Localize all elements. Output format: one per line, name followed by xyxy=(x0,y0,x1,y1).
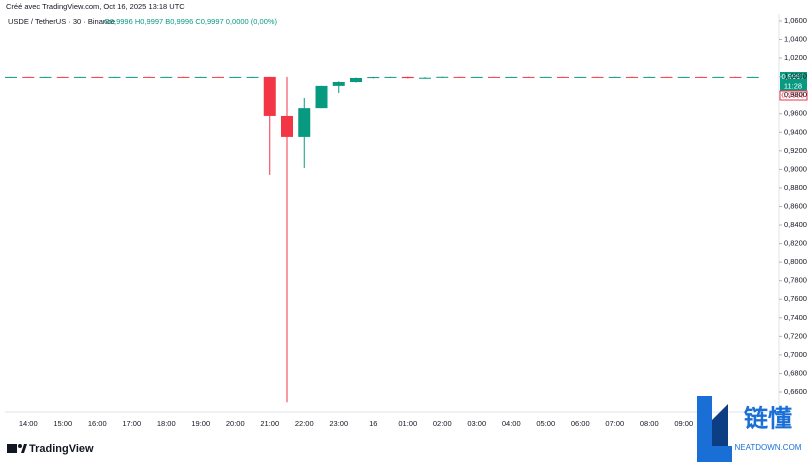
candle-body xyxy=(574,76,587,78)
candle-body xyxy=(384,76,397,78)
x-tick-label: 17:00 xyxy=(122,419,141,428)
candle-body xyxy=(108,76,121,78)
y-tick-label: 0,9400 xyxy=(784,127,807,136)
y-tick-label: 0,7000 xyxy=(784,350,807,359)
y-tick-label: 0,7400 xyxy=(784,313,807,322)
candle-body xyxy=(91,76,104,78)
candle-body xyxy=(401,76,414,79)
candle-body xyxy=(470,76,483,78)
candle-body xyxy=(660,76,673,78)
candle-body xyxy=(74,76,86,78)
y-tick-label: 0,8400 xyxy=(784,220,807,229)
x-tick-label: 06:00 xyxy=(571,419,590,428)
candle-body xyxy=(539,76,552,78)
candle-body xyxy=(194,76,207,78)
candle-body xyxy=(229,76,242,78)
candle-body xyxy=(453,76,466,78)
candle-body xyxy=(332,81,345,86)
x-tick-label: 08:00 xyxy=(640,419,659,428)
last-price-box xyxy=(780,72,807,82)
y-tick-label: 0,9000 xyxy=(784,164,807,173)
y-tick-label: 0,8800 xyxy=(784,183,807,192)
candle-body xyxy=(39,76,52,78)
x-tick-label: 22:00 xyxy=(295,419,314,428)
y-tick-label: 0,8600 xyxy=(784,201,807,210)
watermark-logo xyxy=(697,396,732,462)
candle-body xyxy=(522,76,535,78)
x-tick-label: 07:00 xyxy=(605,419,624,428)
y-tick-label: 0,6800 xyxy=(784,368,807,377)
candle-body xyxy=(212,76,224,78)
y-tick-label: 0,9600 xyxy=(784,109,807,118)
candle-body xyxy=(436,76,449,78)
y-tick-label: 0,6600 xyxy=(784,387,807,396)
candle-body xyxy=(677,76,690,78)
y-tick-label: 0,8200 xyxy=(784,239,807,248)
candle-body xyxy=(729,76,742,78)
x-tick-label: 02:00 xyxy=(433,419,452,428)
candle-body xyxy=(591,76,604,78)
countdown-box xyxy=(780,82,807,91)
x-tick-label: 05:00 xyxy=(536,419,555,428)
candle-body xyxy=(56,76,69,78)
candle-body xyxy=(125,76,138,78)
candle-body xyxy=(177,76,190,78)
x-tick-label: 09:00 xyxy=(674,419,693,428)
candle-body xyxy=(367,77,380,79)
candle-body xyxy=(315,85,328,109)
x-tick-label: 16 xyxy=(369,419,377,428)
x-tick-label: 16:00 xyxy=(88,419,107,428)
y-tick-label: 0,7800 xyxy=(784,276,807,285)
candle-body xyxy=(419,77,431,79)
candle-body xyxy=(608,76,621,78)
candle-body xyxy=(746,76,759,78)
candle-body xyxy=(22,76,35,78)
candle-body xyxy=(143,76,155,78)
watermark: 链懂 xyxy=(744,404,792,432)
symbol: USDE / TetherUS · 30 · Binance xyxy=(8,17,115,26)
prev-price: 0,9988 xyxy=(782,90,805,99)
x-tick-label: 14:00 xyxy=(19,419,38,428)
y-tick-label: 0,9200 xyxy=(784,146,807,155)
x-tick-label: 04:00 xyxy=(502,419,521,428)
y-tick-label: 0,7200 xyxy=(784,331,807,340)
ohlc: O0,9996 H0,9997 B0,9996 C0,9997 0,0000 (… xyxy=(104,17,278,26)
watermark-site: NEATDOWN.COM xyxy=(735,443,802,452)
x-tick-label: 21:00 xyxy=(260,419,279,428)
candle-body xyxy=(695,76,707,78)
y-tick-label: 0,9800 xyxy=(784,90,807,99)
candle-body xyxy=(246,76,259,78)
x-tick-label: 18:00 xyxy=(157,419,176,428)
x-tick-label: 15:00 xyxy=(53,419,72,428)
tv-logo xyxy=(7,444,27,453)
x-tick-label: 01:00 xyxy=(398,419,417,428)
candle-body xyxy=(5,76,17,78)
candle-body xyxy=(626,76,638,78)
candle-body xyxy=(298,108,311,137)
y-tick-label: 1,0200 xyxy=(784,53,807,62)
x-tick-label: 19:00 xyxy=(191,419,210,428)
candle-body xyxy=(160,76,173,78)
created-note: Créé avec TradingView.com, Oct 16, 2025 … xyxy=(6,2,185,11)
x-tick-label: 03:00 xyxy=(467,419,486,428)
y-tick-label: 0,8000 xyxy=(784,257,807,266)
candle-body xyxy=(505,76,518,78)
y-tick-label: 0,7600 xyxy=(784,294,807,303)
candle-body xyxy=(281,115,293,137)
y-tick-label: 1,0000 xyxy=(784,72,807,81)
logo-text: TradingView xyxy=(29,443,94,455)
candle-body xyxy=(263,76,276,116)
candle-body xyxy=(712,76,725,78)
candle-body xyxy=(557,76,569,78)
countdown: 11:28 xyxy=(784,81,802,90)
candle-body xyxy=(488,76,500,78)
last-price: 0,9997 xyxy=(782,72,805,81)
y-tick-label: 1,0600 xyxy=(784,16,807,25)
candle-body xyxy=(350,78,362,82)
x-tick-label: 20:00 xyxy=(226,419,245,428)
x-tick-label: 23:00 xyxy=(329,419,348,428)
candle-body xyxy=(643,76,656,78)
y-tick-label: 1,0400 xyxy=(784,34,807,43)
